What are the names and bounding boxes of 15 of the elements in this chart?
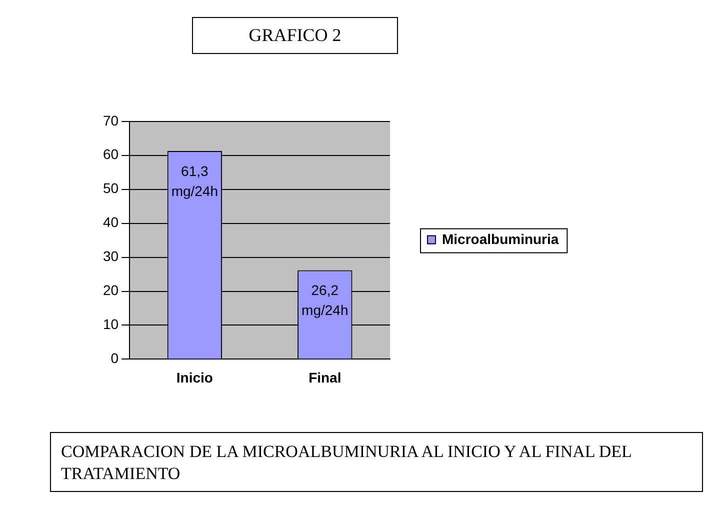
y-tick-label: 30 xyxy=(102,248,119,264)
chart-title: GRAFICO 2 xyxy=(192,17,398,54)
data-label: 26,2 mg/24h xyxy=(302,282,348,318)
y-tick-label: 40 xyxy=(102,214,119,230)
legend-label: Microalbuminuria xyxy=(442,231,559,248)
x-tick-label: Final xyxy=(308,369,342,386)
data-label: 61,3 mg/24h xyxy=(171,162,218,199)
y-tick-label: 50 xyxy=(102,180,119,196)
text: COMPARACION DE LA MICROALBUMINURIA AL INICIO Y AL FINAL DEL TRATAMIENTO xyxy=(61,441,632,485)
y-tick-label: 60 xyxy=(102,146,119,162)
y-tick-label: 10 xyxy=(102,316,119,332)
y-tick-label: 20 xyxy=(102,282,119,298)
x-tick-label: Inicio xyxy=(176,369,213,386)
y-tick-label: 0 xyxy=(110,350,119,366)
y-tick-label: 70 xyxy=(102,112,119,128)
